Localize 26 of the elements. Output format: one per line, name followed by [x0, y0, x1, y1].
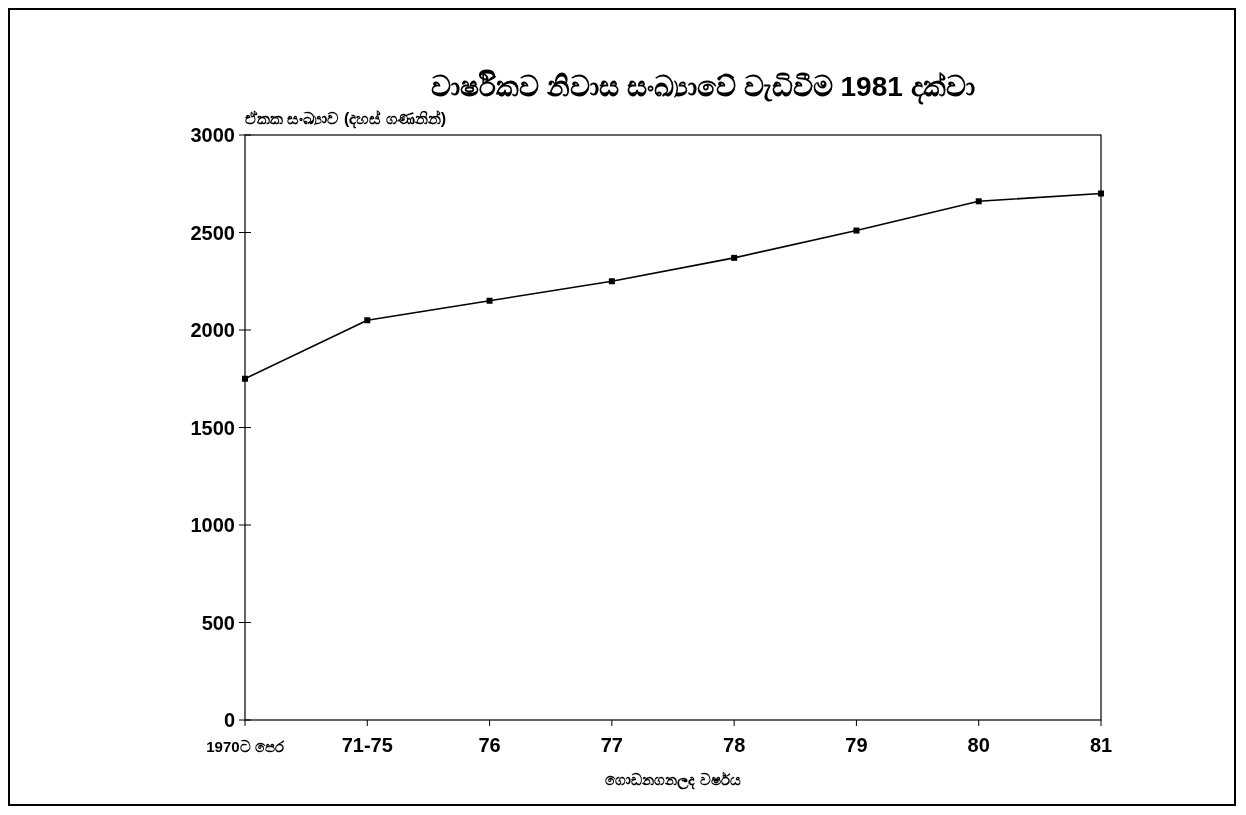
- x-tick-label: 80: [967, 734, 990, 756]
- x-tick-label: 71-75: [341, 734, 393, 756]
- point: [364, 317, 371, 324]
- y-tick-label: 3000: [190, 124, 235, 146]
- y-tick-label: 2000: [190, 319, 235, 341]
- y-tick-label: 1500: [190, 416, 235, 439]
- x-tick-label: 79: [845, 734, 868, 756]
- point: [975, 198, 982, 205]
- x-tick-label: 76: [478, 734, 501, 756]
- point: [242, 375, 248, 382]
- point: [608, 278, 615, 285]
- y-tick-label: 2500: [190, 221, 235, 244]
- x-tick-label: 77: [600, 734, 623, 756]
- x-tick-label: 81: [1089, 734, 1113, 756]
- chart-title: වාර්ෂිකව නිවාස සංඛ්‍යාවේ වැඩිවීම 1981 දක්වා: [431, 69, 975, 105]
- point: [486, 297, 493, 304]
- point: [731, 254, 738, 261]
- y-tick-label: 500: [201, 611, 235, 634]
- x-tick-label: 1970ට පෙර: [206, 738, 285, 755]
- point: [1098, 190, 1104, 197]
- point: [853, 227, 860, 234]
- y-tick-label: 0: [223, 709, 235, 731]
- x-tick-label: 78: [723, 734, 746, 756]
- y-tick-label: 1000: [190, 514, 235, 536]
- y-axis-title: ඒකක සංඛ්‍යාව (දහස් ගණනින්): [245, 110, 446, 129]
- x-axis-title: ගොඩනගනලද වර්ෂය: [605, 771, 741, 790]
